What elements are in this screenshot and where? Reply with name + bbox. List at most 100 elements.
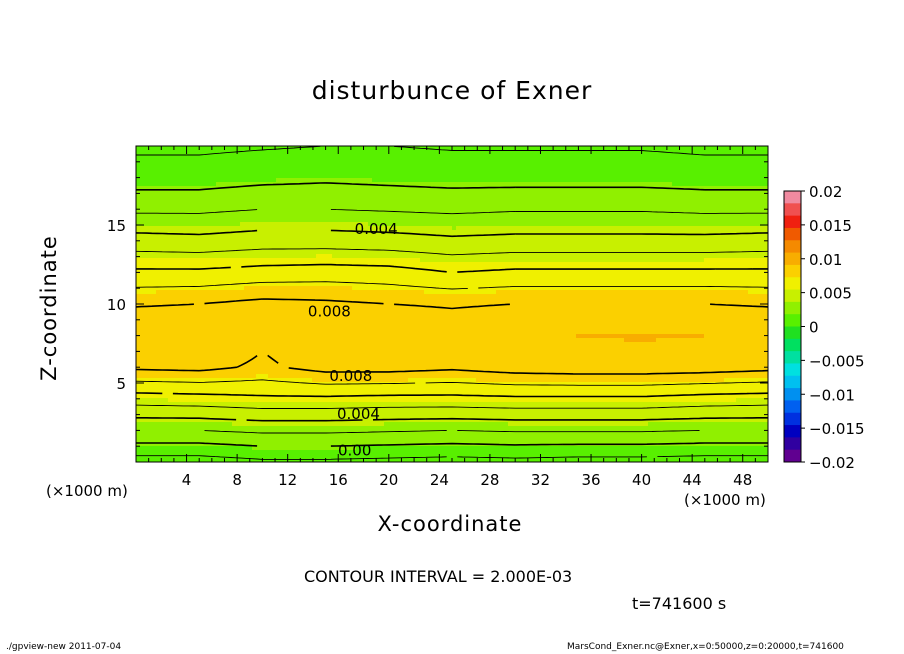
field-cell — [332, 266, 337, 271]
field-cell — [632, 206, 637, 211]
field-cell — [684, 174, 689, 179]
field-cell — [312, 266, 317, 271]
field-cell — [212, 166, 217, 171]
field-cell — [300, 242, 305, 247]
field-cell — [476, 258, 481, 263]
field-cell — [516, 206, 521, 211]
field-cell — [716, 150, 721, 155]
field-cell — [480, 266, 485, 271]
field-cell — [348, 254, 353, 259]
field-cell — [648, 266, 653, 271]
field-cell — [752, 214, 757, 219]
field-cell — [148, 170, 153, 175]
field-cell — [676, 194, 681, 199]
field-cell — [740, 166, 745, 171]
field-cell — [696, 258, 701, 263]
field-cell — [740, 206, 745, 211]
field-cell — [656, 234, 661, 239]
field-cell — [564, 150, 569, 155]
field-cell — [372, 226, 377, 231]
field-cell — [260, 218, 265, 223]
field-cell — [280, 214, 285, 219]
field-cell — [204, 258, 209, 263]
field-cell — [764, 210, 768, 215]
field-cell — [660, 262, 665, 267]
field-cell — [728, 198, 733, 203]
field-cell — [512, 214, 517, 219]
field-cell — [300, 158, 305, 163]
field-cell — [732, 154, 737, 159]
field-cell — [580, 170, 585, 175]
field-cell — [700, 194, 705, 199]
field-cell — [584, 258, 589, 263]
field-cell — [552, 266, 557, 271]
field-cell — [312, 254, 317, 259]
field-cell — [760, 202, 765, 207]
field-cell — [140, 186, 145, 191]
field-cell — [168, 258, 173, 263]
field-cell — [360, 234, 365, 239]
field-cell — [252, 150, 257, 155]
field-cell — [748, 178, 753, 183]
field-cell — [304, 214, 309, 219]
field-cell — [528, 202, 533, 207]
field-cell — [356, 146, 361, 151]
field-cell — [328, 162, 333, 167]
field-cell — [248, 206, 253, 211]
field-cell — [756, 194, 761, 199]
field-cell — [548, 158, 553, 163]
field-cell — [552, 210, 557, 215]
field-cell — [156, 250, 161, 255]
field-cell — [184, 258, 189, 263]
field-cell — [556, 158, 561, 163]
field-cell — [520, 230, 525, 235]
field-cell — [188, 146, 193, 151]
field-cell — [452, 190, 457, 195]
field-cell — [152, 186, 157, 191]
field-cell — [684, 254, 689, 259]
field-cell — [612, 230, 617, 235]
field-cell — [516, 154, 521, 159]
field-cell — [336, 198, 341, 203]
field-cell — [384, 202, 389, 207]
field-cell — [704, 194, 709, 199]
field-cell — [136, 218, 141, 223]
field-cell — [620, 230, 625, 235]
field-cell — [188, 246, 193, 251]
field-cell — [492, 146, 497, 151]
field-cell — [340, 158, 345, 163]
field-cell — [648, 198, 653, 203]
field-cell — [376, 250, 381, 255]
field-cell — [592, 186, 597, 191]
field-cell — [532, 262, 537, 267]
field-cell — [532, 158, 537, 163]
field-cell — [140, 214, 145, 219]
field-cell — [212, 178, 217, 183]
field-cell — [480, 234, 485, 239]
field-cell — [708, 230, 713, 235]
field-cell — [196, 170, 201, 175]
field-cell — [260, 194, 265, 199]
field-cell — [336, 214, 341, 219]
field-cell — [544, 174, 549, 179]
field-cell — [224, 146, 229, 151]
field-cell — [396, 158, 401, 163]
field-cell — [252, 266, 257, 271]
field-cell — [148, 206, 153, 211]
field-cell — [344, 246, 349, 251]
field-cell — [576, 198, 581, 203]
field-cell — [504, 258, 509, 263]
field-cell — [616, 186, 621, 191]
field-cell — [204, 222, 209, 227]
field-cell — [184, 166, 189, 171]
field-cell — [268, 250, 273, 255]
field-cell — [236, 154, 241, 159]
field-cell — [464, 246, 469, 251]
field-cell — [388, 210, 393, 215]
field-cell — [596, 146, 601, 151]
field-cell — [400, 194, 405, 199]
field-cell — [272, 214, 277, 219]
field-cell — [536, 194, 541, 199]
field-cell — [756, 190, 761, 195]
field-cell — [500, 254, 505, 259]
